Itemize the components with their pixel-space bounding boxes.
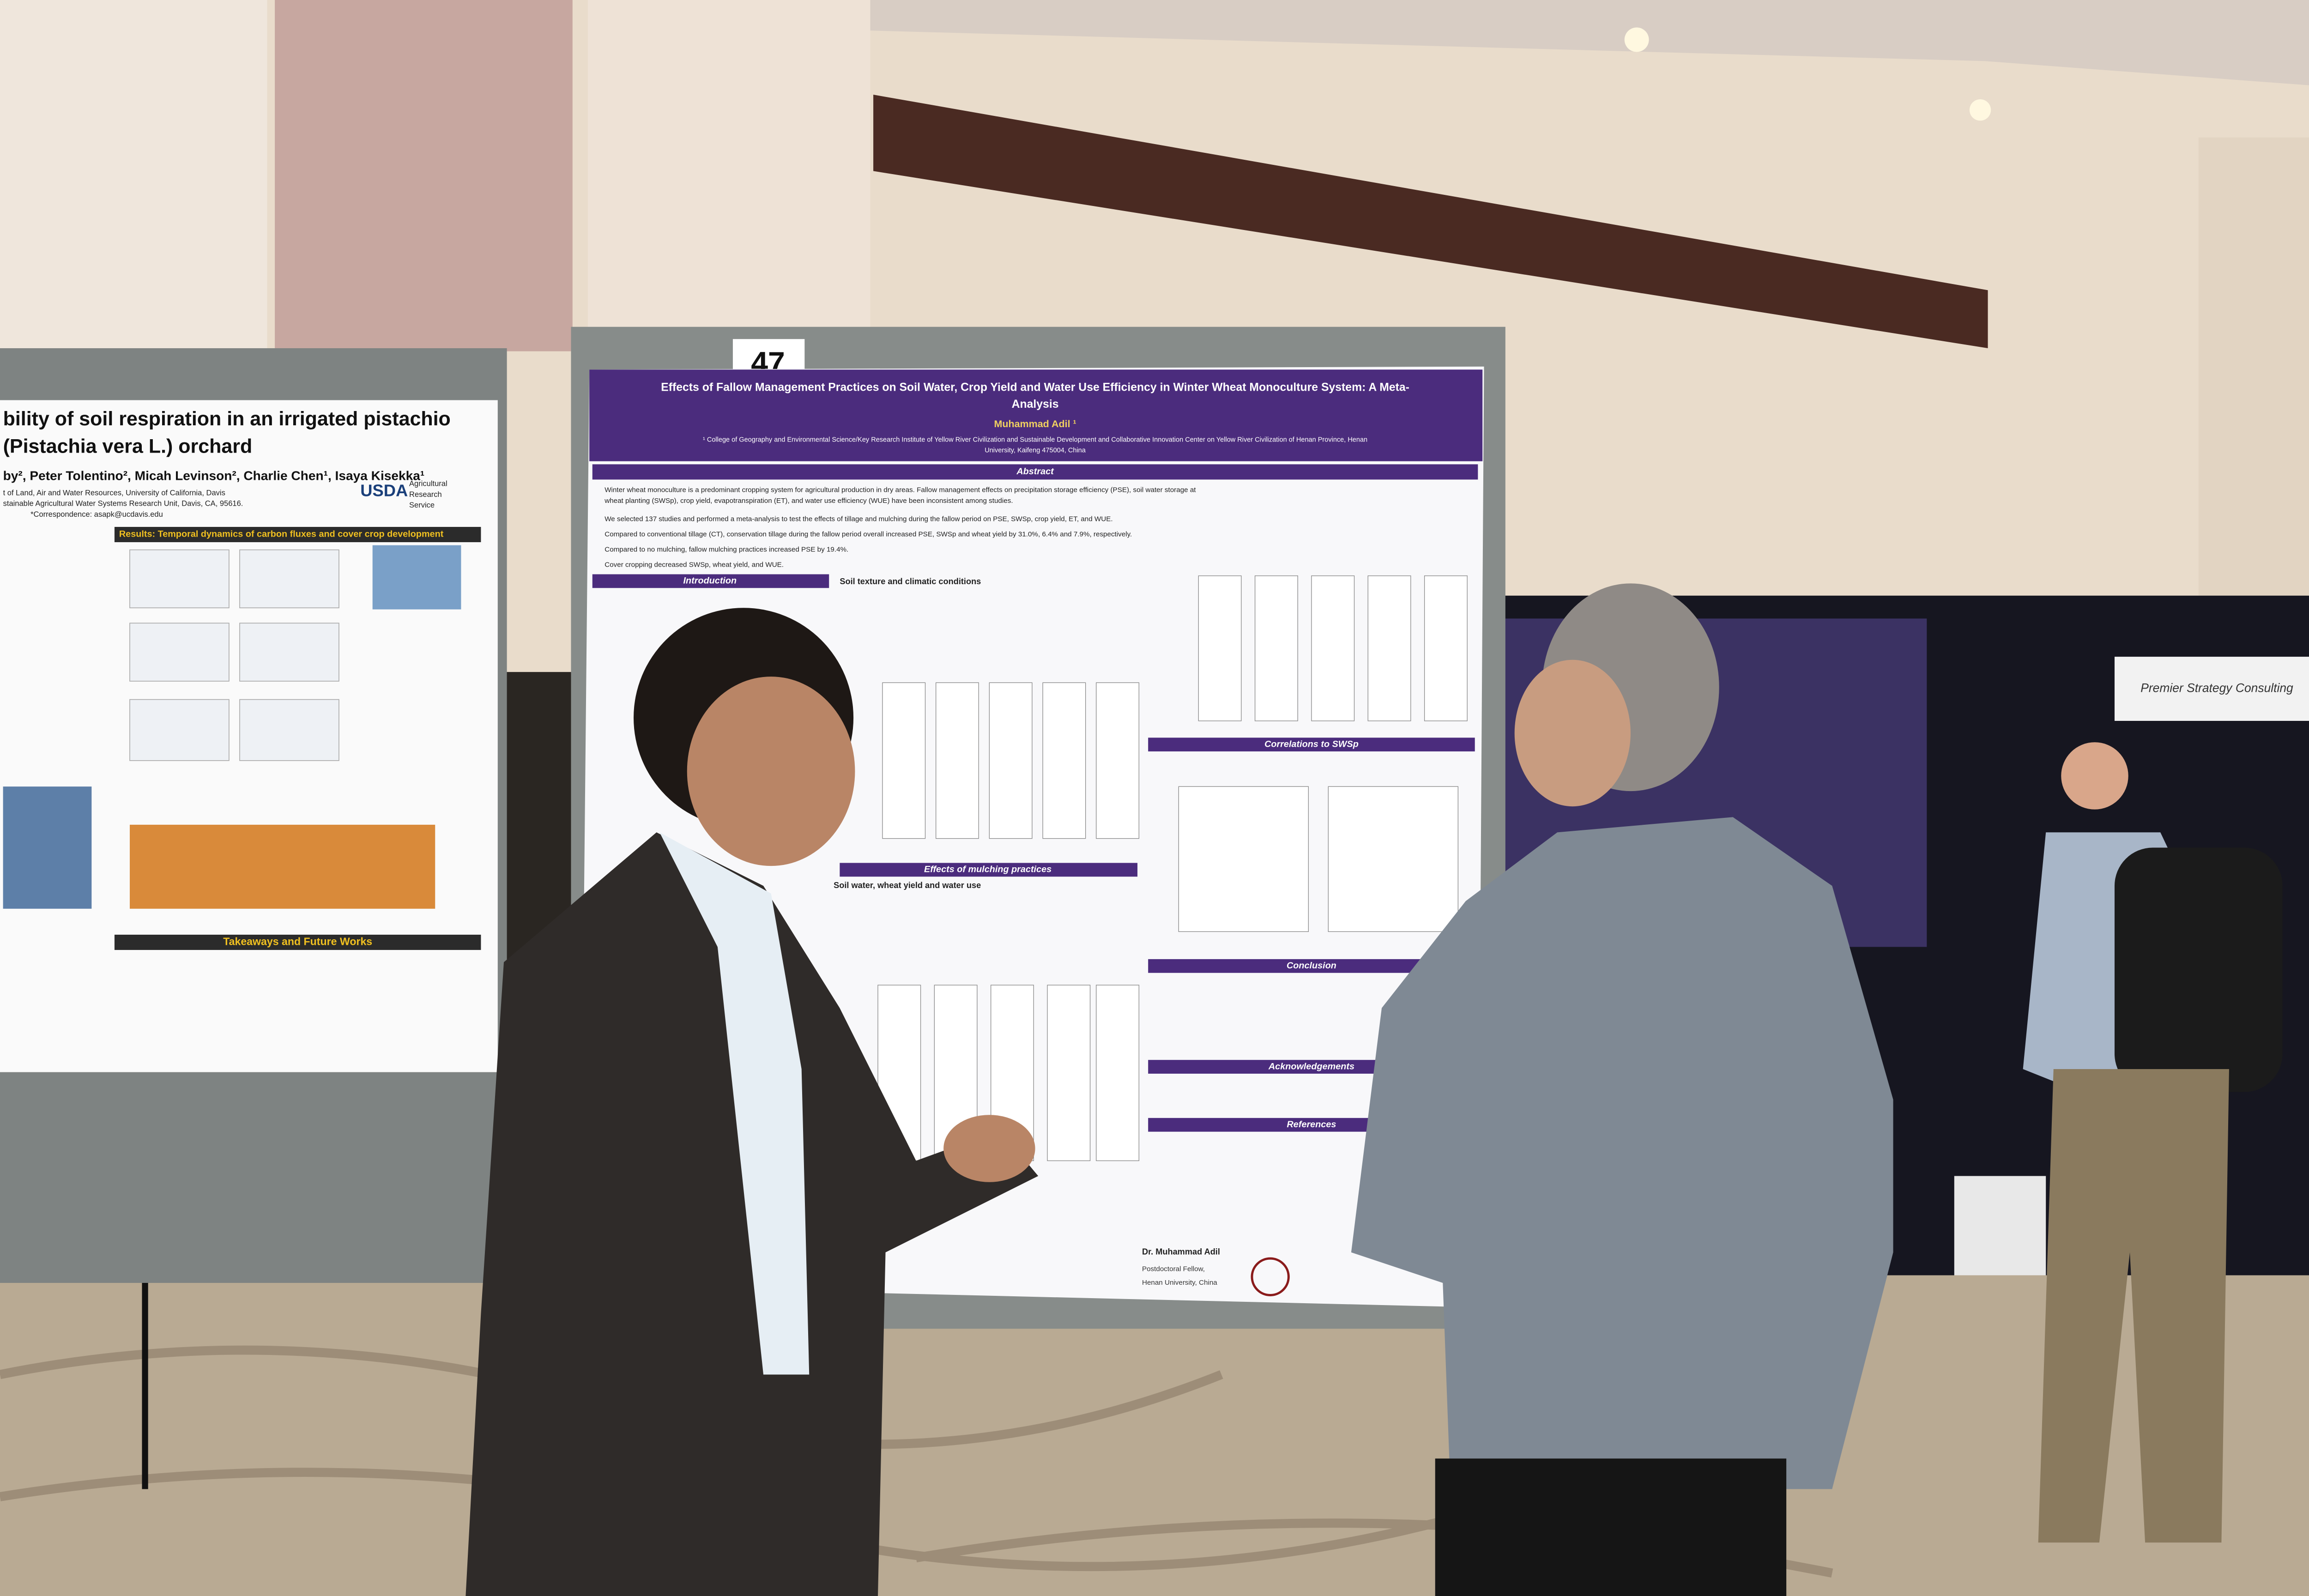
shirt bbox=[659, 832, 810, 1375]
logo-sub: Research bbox=[409, 490, 442, 499]
plot-panel bbox=[1096, 985, 1140, 1161]
figure bbox=[239, 623, 339, 682]
abstract-line: Compared to no mulching, fallow mulching… bbox=[604, 546, 848, 554]
sign-text: Premier Strategy Consulting bbox=[2140, 681, 2293, 695]
section-header: Acknowledgements bbox=[1268, 1061, 1354, 1071]
poster-title: bility of soil respiration in an irrigat… bbox=[3, 408, 451, 430]
poster-title: (Pistachia vera L.) orchard bbox=[3, 435, 253, 457]
contact: Dr. Muhammad Adil bbox=[1142, 1247, 1220, 1257]
face bbox=[1514, 659, 1631, 807]
backpack bbox=[2114, 847, 2283, 1092]
contact: Henan University, China bbox=[1142, 1279, 1217, 1287]
poster-affiliation: University, Kaifeng 475004, China bbox=[985, 447, 1086, 454]
heatmap bbox=[130, 824, 435, 909]
section-header: References bbox=[1287, 1119, 1336, 1130]
head bbox=[2061, 742, 2128, 810]
plot-panel bbox=[882, 682, 926, 839]
section-header: Results: Temporal dynamics of carbon flu… bbox=[119, 529, 444, 539]
plot-panel bbox=[1311, 575, 1355, 721]
section-header: Conclusion bbox=[1287, 961, 1336, 971]
section-header: Correlations to SWSp bbox=[1264, 739, 1359, 749]
trousers bbox=[1435, 1458, 1787, 1596]
figure bbox=[129, 549, 230, 609]
wall-beam bbox=[873, 95, 1988, 349]
figure bbox=[239, 549, 339, 609]
hand bbox=[943, 1115, 1035, 1182]
pillar bbox=[2198, 137, 2309, 657]
ceiling bbox=[870, 0, 2309, 85]
ceiling-light bbox=[1624, 27, 1649, 52]
person-right bbox=[1351, 583, 1893, 1596]
section-bar bbox=[592, 464, 1478, 480]
title-band bbox=[589, 369, 1483, 461]
section-bar bbox=[840, 863, 1138, 877]
logo-sub: Service bbox=[409, 501, 435, 509]
section-header: Abstract bbox=[1016, 466, 1054, 477]
logo-sub: Agricultural bbox=[409, 479, 447, 488]
figure bbox=[129, 699, 230, 761]
section-bar bbox=[114, 526, 481, 543]
poster-affiliation: *Correspondence: asapk@ucdavis.edu bbox=[30, 510, 163, 519]
plot-panel bbox=[1047, 985, 1091, 1161]
poster-authors: by², Peter Tolentino², Micah Levinson², … bbox=[3, 468, 425, 483]
abstract-line: Cover cropping decreased SWSp, wheat yie… bbox=[604, 561, 784, 569]
person-left bbox=[465, 608, 1039, 1596]
face bbox=[687, 677, 855, 866]
plot-panel bbox=[1096, 682, 1140, 839]
abstract-line: Compared to conventional tillage (CT), c… bbox=[604, 531, 1132, 538]
abstract-line: We selected 137 studies and performed a … bbox=[604, 515, 1112, 523]
plot-panel bbox=[935, 682, 979, 839]
ceiling-light bbox=[1969, 99, 1991, 121]
section-header: Soil water, wheat yield and water use bbox=[834, 881, 981, 890]
plot-panel bbox=[1367, 575, 1411, 721]
section-bar bbox=[1148, 738, 1475, 752]
shirt bbox=[1351, 817, 1893, 1489]
poster-affiliation: stainable Agricultural Water Systems Res… bbox=[3, 499, 243, 508]
pillar bbox=[0, 0, 267, 359]
plot-panel bbox=[1254, 575, 1298, 721]
logo: USDA bbox=[360, 481, 408, 500]
figure bbox=[372, 545, 461, 610]
trousers bbox=[2038, 1069, 2229, 1543]
section-bar bbox=[114, 934, 481, 950]
section-header: Takeaways and Future Works bbox=[223, 936, 372, 948]
pillar bbox=[587, 0, 870, 339]
abstract-line: Winter wheat monoculture is a predominan… bbox=[604, 486, 1196, 494]
section-header: Effects of mulching practices bbox=[924, 864, 1052, 875]
plot-panel bbox=[1328, 786, 1459, 932]
photo bbox=[3, 786, 92, 909]
poster-title: Analysis bbox=[1012, 398, 1059, 411]
section-header: Soil texture and climatic conditions bbox=[840, 577, 981, 586]
plot-panel bbox=[1198, 575, 1242, 721]
sign-board bbox=[2114, 657, 2309, 721]
figure bbox=[239, 699, 339, 761]
figure bbox=[129, 623, 230, 682]
carpet bbox=[0, 1275, 2309, 1596]
university-seal bbox=[1251, 1257, 1290, 1296]
poster-title: Effects of Fallow Management Practices o… bbox=[661, 381, 1409, 394]
plot-panel bbox=[1424, 575, 1468, 721]
poster-affiliation: ¹ College of Geography and Environmental… bbox=[703, 436, 1367, 443]
abstract-line: wheat planting (SWSp), crop yield, evapo… bbox=[604, 497, 1013, 505]
plot-panel bbox=[989, 682, 1033, 839]
section-bar bbox=[592, 574, 829, 588]
poster-affiliation: t of Land, Air and Water Resources, Univ… bbox=[3, 489, 225, 497]
section-header: Introduction bbox=[683, 576, 737, 586]
contact: Postdoctoral Fellow, bbox=[1142, 1265, 1205, 1273]
figure-panels bbox=[877, 575, 1468, 1161]
plot-panel bbox=[1178, 786, 1309, 932]
poster-author: Muhammad Adil ¹ bbox=[994, 418, 1076, 429]
plot-panel bbox=[1042, 682, 1086, 839]
person-far-right bbox=[2023, 742, 2283, 1543]
pillar bbox=[275, 0, 573, 351]
